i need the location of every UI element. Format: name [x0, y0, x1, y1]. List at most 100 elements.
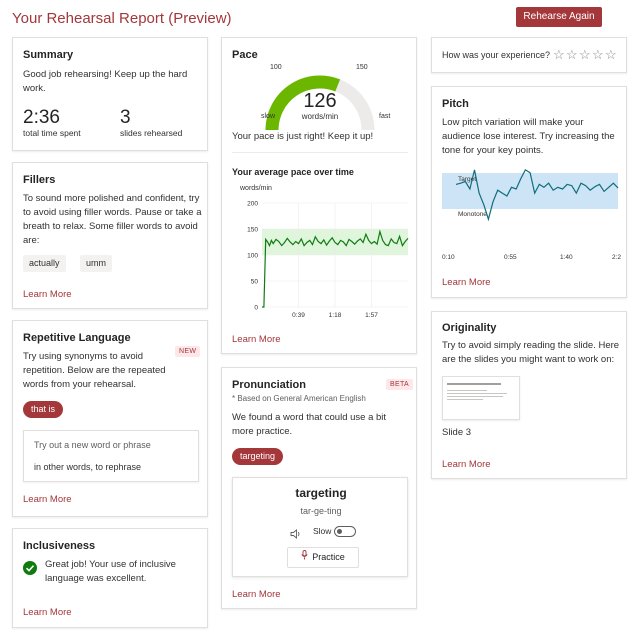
pace-divider [232, 152, 408, 153]
pitch-target-band [442, 173, 618, 209]
practice-button-label: Practice [312, 552, 345, 562]
practice-syllables: tar-ge-ting [300, 506, 342, 516]
speaker-icon[interactable] [290, 526, 302, 539]
inclusiveness-message: Great job! Your use of inclusive languag… [45, 559, 176, 584]
repetitive-description: Try using synonyms to avoid repetition. … [23, 351, 166, 390]
pace-x-tick-label: 1:57 [365, 312, 378, 319]
summary-card: Summary Good job rehearsing! Keep up the… [12, 37, 208, 151]
slow-toggle[interactable] [334, 526, 356, 537]
originality-learn-more-link[interactable]: Learn More [442, 459, 491, 470]
star-5-icon[interactable]: ☆ [605, 47, 617, 62]
checkmark-circle-icon [23, 561, 37, 575]
pronunciation-title: Pronunciation [232, 379, 306, 391]
thumbnail-text-line [447, 383, 501, 385]
pace-slow-label: slow [261, 113, 276, 120]
fillers-card: Fillers To sound more polished and confi… [12, 162, 208, 309]
inclusiveness-title: Inclusiveness [23, 540, 96, 552]
originality-title: Originality [442, 322, 497, 334]
pace-y-tick-label: 200 [247, 201, 258, 208]
practice-word: targeting [295, 486, 347, 500]
pace-y-tick-label: 0 [254, 305, 258, 312]
rehearse-again-button[interactable]: Rehearse Again [516, 7, 602, 27]
pace-card: Pace 100 150 slow fast 126 words/min You… [221, 37, 417, 354]
pitch-series-line [455, 169, 619, 222]
pace-chart: 200 150 100 50 0 0:39 1:18 1:57 [247, 201, 409, 319]
pace-y-tick-label: 50 [251, 279, 259, 286]
pitch-x-tick-label: 0:55 [504, 254, 517, 261]
page-title: Your Rehearsal Report (Preview) [12, 10, 232, 27]
pace-fast-label: fast [379, 113, 391, 120]
fillers-learn-more-link[interactable]: Learn More [23, 289, 72, 300]
pace-x-tick-label: 1:18 [329, 312, 342, 319]
filler-word-chip: actually [23, 255, 66, 272]
total-time-label: total time spent [23, 128, 81, 138]
slides-rehearsed-label: slides rehearsed [120, 128, 183, 138]
summary-title: Summary [23, 49, 74, 61]
slide-label: Slide 3 [442, 427, 472, 438]
pronunciation-description: We found a word that could use a bit mor… [232, 412, 387, 437]
beta-badge: BETA [386, 379, 413, 390]
pitch-chart: Target Monotone 0:10 0:55 1:40 2:2 [442, 169, 621, 261]
repetitive-learn-more-link[interactable]: Learn More [23, 494, 72, 505]
pace-tick-150: 150 [356, 64, 368, 71]
filler-word-chip: umm [80, 255, 112, 272]
pace-message: Your pace is just right! Keep it up! [232, 131, 374, 142]
originality-card: Originality Try to avoid simply reading … [431, 311, 627, 479]
inclusiveness-learn-more-link[interactable]: Learn More [23, 607, 72, 618]
pace-tick-100: 100 [270, 64, 282, 71]
fillers-title: Fillers [23, 174, 56, 186]
thumbnail-text-line [447, 396, 503, 397]
pace-unit: words/min [301, 112, 339, 121]
new-badge: NEW [175, 346, 201, 357]
pronunciation-card: Pronunciation BETA * Based on General Am… [221, 367, 417, 609]
pitch-x-tick-label: 0:10 [442, 254, 455, 261]
pace-x-tick-label: 0:39 [292, 312, 305, 319]
slow-toggle-knob [337, 529, 342, 534]
star-4-icon[interactable]: ☆ [592, 47, 604, 62]
experience-question: How was your experience? [442, 50, 551, 60]
star-3-icon[interactable]: ☆ [579, 47, 591, 62]
star-1-icon[interactable]: ☆ [553, 47, 565, 62]
pace-y-tick-label: 150 [247, 227, 258, 234]
pronunciation-learn-more-link[interactable]: Learn More [232, 589, 281, 600]
repetitive-language-title: Repetitive Language [23, 332, 131, 344]
pronunciation-note: * Based on General American English [232, 394, 366, 403]
pitch-x-tick-label: 1:40 [560, 254, 573, 261]
pronunciation-practice-box: targeting tar-ge-ting Slow Practice [232, 477, 408, 577]
practice-button[interactable]: Practice [287, 547, 359, 568]
pronunciation-word-pill[interactable]: targeting [232, 448, 284, 465]
star-2-icon[interactable]: ☆ [566, 47, 578, 62]
pace-learn-more-link[interactable]: Learn More [232, 334, 281, 345]
pace-chart-title: Your average pace over time [232, 167, 354, 177]
suggestion-box: Try out a new word or phrase in other wo… [23, 430, 199, 482]
thumbnail-text-line [447, 393, 507, 394]
experience-card: How was your experience? ☆ ☆ ☆ ☆ ☆ [431, 37, 627, 73]
pace-value: 126 [303, 90, 337, 112]
microphone-icon [301, 548, 308, 567]
slides-rehearsed-value: 3 [120, 107, 131, 128]
pace-series-line [262, 229, 409, 308]
pace-y-tick-label: 100 [247, 253, 258, 260]
pitch-learn-more-link[interactable]: Learn More [442, 277, 491, 288]
pace-gauge [265, 75, 375, 131]
originality-description: Try to avoid simply reading the slide. H… [442, 340, 620, 365]
total-time-value: 2:36 [23, 107, 60, 128]
pitch-description: Low pitch variation will make your audie… [442, 117, 615, 156]
repeated-phrase-pill[interactable]: that is [23, 401, 64, 418]
thumbnail-text-line [447, 390, 487, 391]
repetitive-language-card: Repetitive Language NEW Try using synony… [12, 320, 208, 517]
inclusiveness-card: Inclusiveness Great job! Your use of inc… [12, 528, 208, 628]
slide-thumbnail[interactable] [442, 376, 520, 420]
pace-title: Pace [232, 49, 258, 61]
slow-toggle-label: Slow [313, 526, 332, 536]
pitch-title: Pitch [442, 98, 469, 110]
fillers-description: To sound more polished and confident, tr… [23, 193, 202, 246]
pace-chart-unit: words/min [240, 185, 272, 192]
suggestion-hint: Try out a new word or phrase [34, 440, 151, 450]
pitch-monotone-label: Monotone [458, 211, 487, 218]
thumbnail-text-line [447, 399, 483, 400]
suggestion-words: in other words, to rephrase [34, 462, 142, 472]
pitch-x-tick-label: 2:2 [612, 254, 621, 261]
pitch-target-label: Target [458, 176, 476, 183]
summary-message: Good job rehearsing! Keep up the hard wo… [23, 69, 188, 94]
